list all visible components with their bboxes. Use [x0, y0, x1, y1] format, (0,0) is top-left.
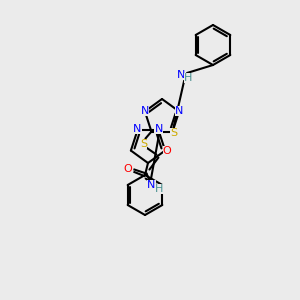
Text: N: N: [177, 70, 185, 80]
Text: S: S: [170, 128, 177, 138]
Text: S: S: [140, 139, 147, 148]
Text: H: H: [155, 184, 164, 194]
Text: N: N: [141, 106, 149, 116]
Text: O: O: [163, 146, 172, 156]
Text: N: N: [147, 180, 156, 190]
Text: N: N: [175, 106, 183, 116]
Text: N: N: [133, 124, 142, 134]
Text: N: N: [154, 124, 163, 134]
Text: O: O: [123, 164, 132, 174]
Text: H: H: [184, 73, 192, 83]
